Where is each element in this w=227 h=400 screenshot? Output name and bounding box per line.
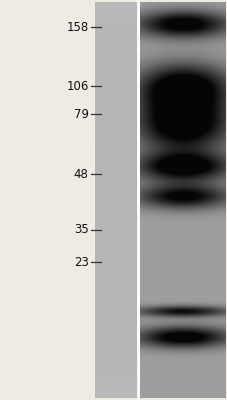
- Text: 79: 79: [73, 108, 88, 120]
- Text: 35: 35: [74, 224, 88, 236]
- Text: 48: 48: [73, 168, 88, 180]
- Text: 158: 158: [66, 21, 88, 34]
- Text: 106: 106: [66, 80, 88, 92]
- Text: 23: 23: [73, 256, 88, 268]
